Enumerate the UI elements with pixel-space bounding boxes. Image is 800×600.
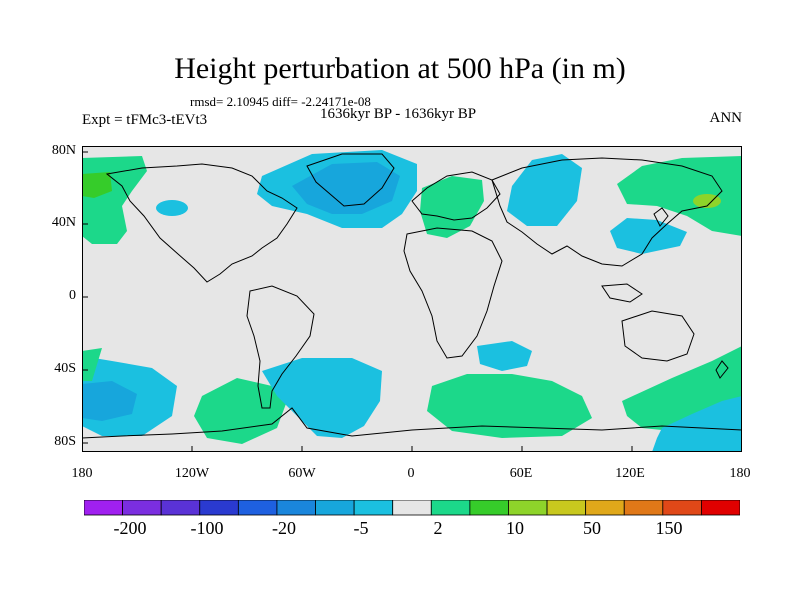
- north-america-coastline: [105, 163, 298, 283]
- colorbar-swatch: [585, 500, 625, 516]
- lat-tick-label-80n: 80N: [51, 143, 76, 158]
- colorbar-swatch: [623, 500, 664, 516]
- coastlines: [82, 153, 742, 439]
- colorbar-swatch: [469, 500, 509, 516]
- greenland-coastline: [306, 153, 395, 207]
- colorbar: [84, 500, 740, 516]
- contour-positive-region: [427, 374, 592, 438]
- colorbar-swatch: [508, 500, 548, 516]
- contour-negative-region: [82, 381, 137, 421]
- lon-tick-label-120w: 120W: [174, 466, 210, 481]
- contour-negative-region: [262, 358, 382, 438]
- africa-coastline: [403, 227, 503, 359]
- contour-negative-region: [292, 162, 400, 214]
- colorbar-swatch: [160, 500, 201, 516]
- colorbar-label: -100: [190, 518, 224, 538]
- contour-fills: [82, 150, 742, 452]
- australia-coastline: [621, 310, 695, 362]
- colorbar-swatch: [315, 500, 355, 516]
- lon-tick-label-180w: 180: [71, 466, 93, 481]
- lon-tick-label-120e: 120E: [615, 466, 645, 481]
- asia-coastline: [491, 157, 723, 267]
- contour-positive-region: [82, 172, 112, 198]
- colorbar-swatch: [122, 500, 162, 516]
- colorbar-swatch: [430, 500, 471, 516]
- axis-ticks: [82, 151, 633, 452]
- stats-text: rmsd= 2.10945 diff= -2.24171e-08: [190, 94, 371, 109]
- lat-tick-label-40n: 40N: [51, 215, 76, 230]
- colorbar-label: 10: [506, 518, 524, 538]
- map-panel: [82, 146, 742, 452]
- colorbar-label: -5: [353, 518, 369, 538]
- south-america-coastline: [246, 285, 315, 409]
- lon-tick-label-180e: 180: [729, 466, 751, 481]
- lon-tick-label-60e: 60E: [509, 466, 533, 481]
- europe-coastline: [411, 171, 501, 221]
- colorbar-label: -20: [272, 518, 296, 538]
- contour-positive-region: [420, 176, 484, 238]
- lat-tick-label-40s: 40S: [54, 361, 76, 376]
- colorbar-label: 2: [433, 518, 443, 538]
- contour-negative-region: [652, 396, 742, 452]
- map-title: Height perturbation at 500 hPa (in m): [174, 52, 626, 85]
- colorbar-swatch: [701, 500, 740, 516]
- contour-positive-region: [82, 348, 102, 381]
- colorbar-swatch: [353, 500, 394, 516]
- lat-tick-label-80s: 80S: [54, 434, 76, 449]
- contour-negative-region: [610, 218, 687, 254]
- contour-negative-region: [156, 200, 188, 216]
- antarctica-coastline: [82, 407, 742, 439]
- colorbar-swatch: [276, 500, 316, 516]
- colorbar-swatch: [84, 500, 123, 516]
- colorbar-swatch: [199, 500, 239, 516]
- colorbar-swatch: [237, 500, 278, 516]
- colorbar-swatch: [392, 500, 432, 516]
- japan-coastline: [653, 207, 669, 227]
- period-text: 1636kyr BP - 1636kyr BP: [320, 106, 477, 122]
- contour-positive-region: [194, 378, 287, 444]
- lon-tick-label-60w: 60W: [288, 466, 316, 481]
- new-zealand-coastline: [715, 360, 729, 379]
- colorbar-label: -200: [113, 518, 147, 538]
- colorbar-label: 50: [583, 518, 601, 538]
- season-label: ANN: [709, 110, 743, 126]
- contour-negative-region: [477, 341, 532, 371]
- contour-positive-region: [693, 194, 721, 208]
- contour-negative-region: [507, 154, 582, 226]
- lat-tick-label-0: 0: [69, 288, 76, 303]
- lon-tick-label-0: 0: [407, 466, 415, 481]
- indonesia-coastline: [601, 283, 643, 303]
- colorbar-swatch: [662, 500, 702, 516]
- experiment-label: Expt = tFMc3-tEVt3: [82, 112, 208, 128]
- colorbar-swatch: [546, 500, 587, 516]
- colorbar-label: 150: [655, 518, 683, 538]
